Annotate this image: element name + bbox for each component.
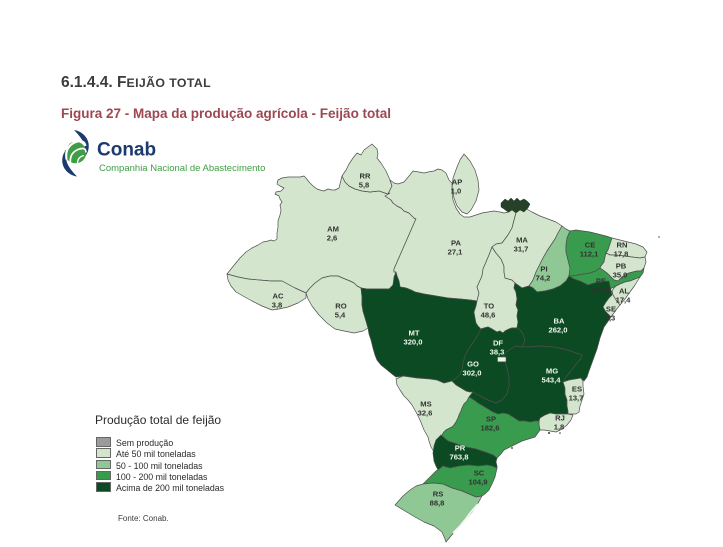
svg-text:32,6: 32,6 xyxy=(418,409,433,418)
svg-text:AC: AC xyxy=(273,292,284,301)
svg-text:3,3: 3,3 xyxy=(605,314,616,323)
svg-text:3,8: 3,8 xyxy=(272,301,283,310)
svg-text:104,9: 104,9 xyxy=(468,478,487,487)
svg-text:CE: CE xyxy=(585,241,596,250)
svg-text:PA: PA xyxy=(451,239,462,248)
svg-text:PB: PB xyxy=(616,262,627,271)
svg-text:PE: PE xyxy=(596,277,606,286)
svg-text:SP: SP xyxy=(486,415,496,424)
svg-text:RO: RO xyxy=(335,302,346,311)
svg-text:MT: MT xyxy=(409,329,420,338)
svg-text:TO: TO xyxy=(484,302,495,311)
svg-text:182,6: 182,6 xyxy=(480,424,499,433)
svg-text:262,0: 262,0 xyxy=(548,326,567,335)
svg-text:105,0: 105,0 xyxy=(590,286,609,295)
svg-text:SC: SC xyxy=(474,469,485,478)
svg-text:1,8: 1,8 xyxy=(554,423,565,432)
svg-text:BA: BA xyxy=(554,317,565,326)
svg-text:48,6: 48,6 xyxy=(481,311,496,320)
svg-text:MA: MA xyxy=(516,236,528,245)
svg-text:320,0: 320,0 xyxy=(403,338,422,347)
svg-text:PR: PR xyxy=(455,444,466,453)
svg-text:112,1: 112,1 xyxy=(580,250,599,259)
svg-text:543,4: 543,4 xyxy=(541,376,561,385)
svg-text:AL: AL xyxy=(619,287,629,296)
svg-text:Conab: Conab xyxy=(97,140,156,161)
svg-text:35,0: 35,0 xyxy=(613,271,628,280)
svg-text:5,4: 5,4 xyxy=(335,311,346,320)
svg-text:PI: PI xyxy=(540,265,547,274)
svg-text:13,7: 13,7 xyxy=(569,394,584,403)
svg-text:DF: DF xyxy=(493,339,503,348)
svg-text:RN: RN xyxy=(617,241,628,250)
svg-text:17,8: 17,8 xyxy=(614,250,629,259)
svg-text:RR: RR xyxy=(360,172,371,181)
svg-text:31,7: 31,7 xyxy=(514,245,529,254)
svg-text:763,8: 763,8 xyxy=(449,453,468,462)
svg-text:MS: MS xyxy=(420,400,431,409)
svg-text:RS: RS xyxy=(433,490,444,499)
svg-text:SE: SE xyxy=(606,305,616,314)
svg-text:MG: MG xyxy=(546,367,558,376)
svg-text:GO: GO xyxy=(467,360,479,369)
svg-text:RJ: RJ xyxy=(555,414,565,423)
svg-text:2,6: 2,6 xyxy=(327,234,338,243)
svg-text:38,3: 38,3 xyxy=(490,348,505,357)
svg-text:AP: AP xyxy=(452,178,463,187)
svg-text:Companhia Nacional de Abasteci: Companhia Nacional de Abastecimento xyxy=(99,163,265,174)
svg-text:88,8: 88,8 xyxy=(430,499,445,508)
svg-text:27,1: 27,1 xyxy=(448,248,464,257)
svg-text:17,4: 17,4 xyxy=(616,296,632,305)
svg-text:5,8: 5,8 xyxy=(359,181,370,190)
svg-text:302,0: 302,0 xyxy=(462,369,481,378)
svg-text:ES: ES xyxy=(572,385,582,394)
svg-text:1,0: 1,0 xyxy=(451,187,462,196)
svg-text:74,2: 74,2 xyxy=(536,274,551,283)
svg-text:AM: AM xyxy=(327,225,339,234)
